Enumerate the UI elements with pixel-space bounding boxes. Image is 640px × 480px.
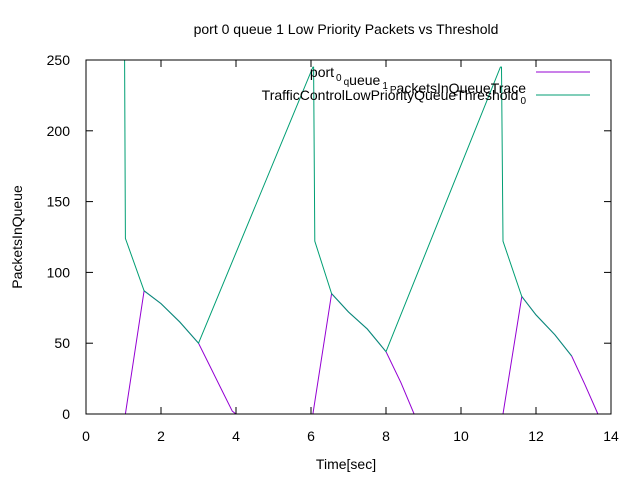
x-tick-label: 0 bbox=[82, 428, 90, 444]
y-tick-label: 50 bbox=[54, 335, 70, 351]
y-tick-label: 250 bbox=[47, 52, 71, 68]
x-tick-label: 2 bbox=[157, 428, 165, 444]
legend-label-2: TrafficControlLowPriorityQueueThreshold 0 bbox=[262, 87, 527, 107]
x-tick-label: 8 bbox=[382, 428, 390, 444]
plot-frame bbox=[85, 59, 612, 415]
legend-label-1: port 0 queue 1 PacketsInQueueTrace bbox=[310, 64, 526, 96]
y-tick-label: 100 bbox=[47, 264, 71, 280]
series-line-1 bbox=[123, 289, 599, 415]
x-axis-ticks: 0 2 4 6 8 10 12 14 bbox=[82, 60, 619, 444]
x-tick-label: 10 bbox=[453, 428, 469, 444]
plot-series bbox=[123, 59, 599, 415]
y-axis-ticks: 0 50 100 150 200 250 bbox=[47, 52, 611, 422]
series-line-2 bbox=[123, 59, 572, 357]
y-tick-label: 200 bbox=[47, 123, 71, 139]
chart-title: port 0 queue 1 Low Priority Packets vs T… bbox=[194, 21, 499, 37]
y-axis-label: PacketsInQueue bbox=[9, 185, 25, 289]
legend: port 0 queue 1 PacketsInQueueTraceTrafficCon… bbox=[262, 64, 590, 107]
x-axis-label: Time[sec] bbox=[316, 456, 376, 472]
y-tick-label: 150 bbox=[47, 194, 71, 210]
x-tick-label: 6 bbox=[307, 428, 315, 444]
x-tick-label: 4 bbox=[232, 428, 240, 444]
y-tick-label: 0 bbox=[62, 406, 70, 422]
x-tick-label: 12 bbox=[528, 428, 544, 444]
x-tick-label: 14 bbox=[603, 428, 619, 444]
